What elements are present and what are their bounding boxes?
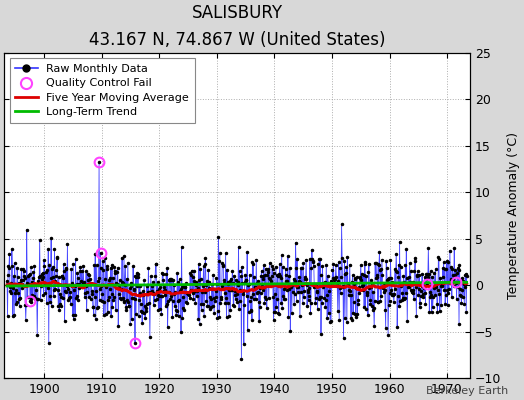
Y-axis label: Temperature Anomaly (°C): Temperature Anomaly (°C) [507,132,520,299]
Text: Berkeley Earth: Berkeley Earth [426,386,508,396]
Title: SALISBURY
43.167 N, 74.867 W (United States): SALISBURY 43.167 N, 74.867 W (United Sta… [89,4,385,48]
Legend: Raw Monthly Data, Quality Control Fail, Five Year Moving Average, Long-Term Tren: Raw Monthly Data, Quality Control Fail, … [10,58,195,123]
